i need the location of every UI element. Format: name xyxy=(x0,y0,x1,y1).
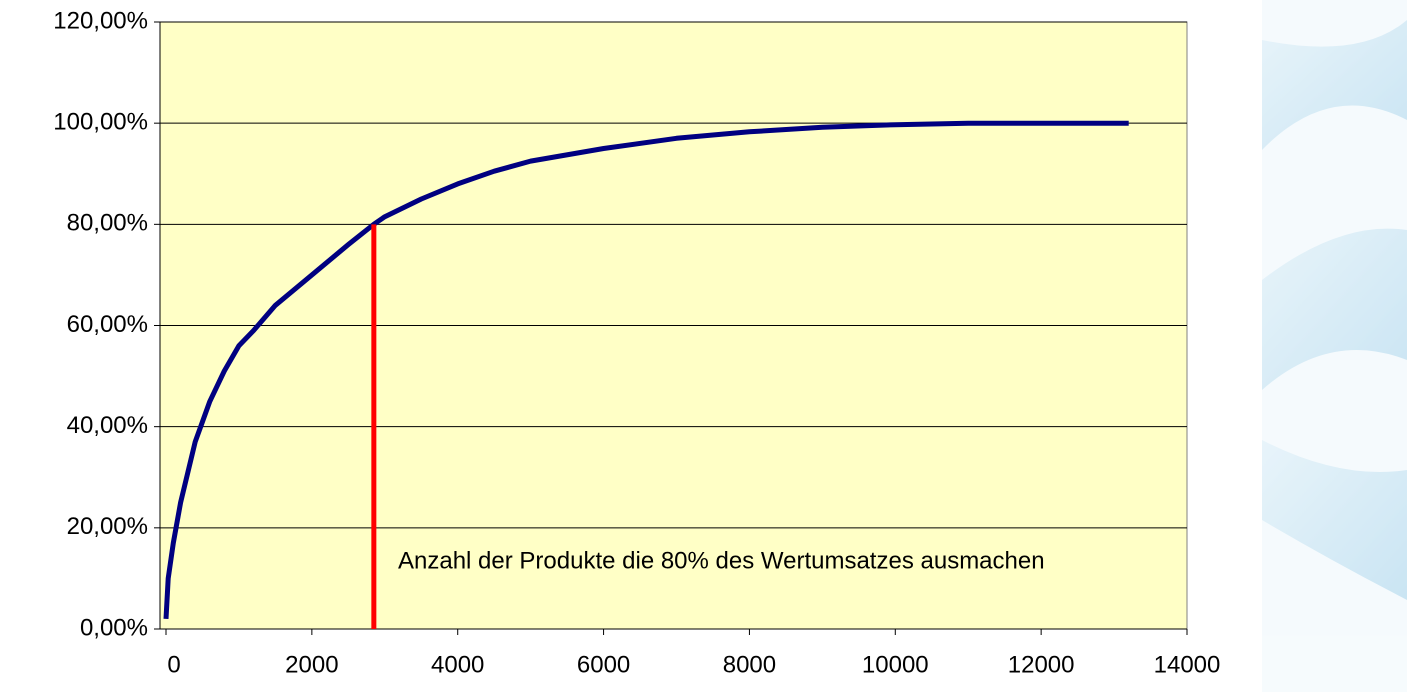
y-tick-label: 0,00% xyxy=(80,614,148,641)
y-tick-label: 40,00% xyxy=(67,412,148,439)
x-tick-label: 6000 xyxy=(577,651,630,678)
y-tick-label: 60,00% xyxy=(67,311,148,338)
y-tick-label: 100,00% xyxy=(53,109,148,136)
y-tick-label: 120,00% xyxy=(53,7,148,34)
x-tick-label: 4000 xyxy=(431,651,484,678)
x-tick-label: 10000 xyxy=(862,651,929,678)
x-tick-label: 0 xyxy=(167,651,180,678)
annotation: Anzahl der Produkte die 80% des Wertumsa… xyxy=(398,547,1045,574)
y-tick-label: 20,00% xyxy=(67,513,148,540)
chart: 0,00% 20,00% 40,00% 60,00% 80,00% 100,00% 120,… xyxy=(0,0,1407,692)
y-tick-label: 80,00% xyxy=(67,210,148,237)
x-tick-label: 8000 xyxy=(723,651,776,678)
x-tick-label: 12000 xyxy=(1008,651,1075,678)
x-tick-label: 14000 xyxy=(1154,651,1221,678)
x-tick-label: 2000 xyxy=(285,651,338,678)
page: 0,00% 20,00% 40,00% 60,00% 80,00% 100,00% 120,… xyxy=(0,0,1407,692)
background-decoration xyxy=(1262,0,1407,692)
